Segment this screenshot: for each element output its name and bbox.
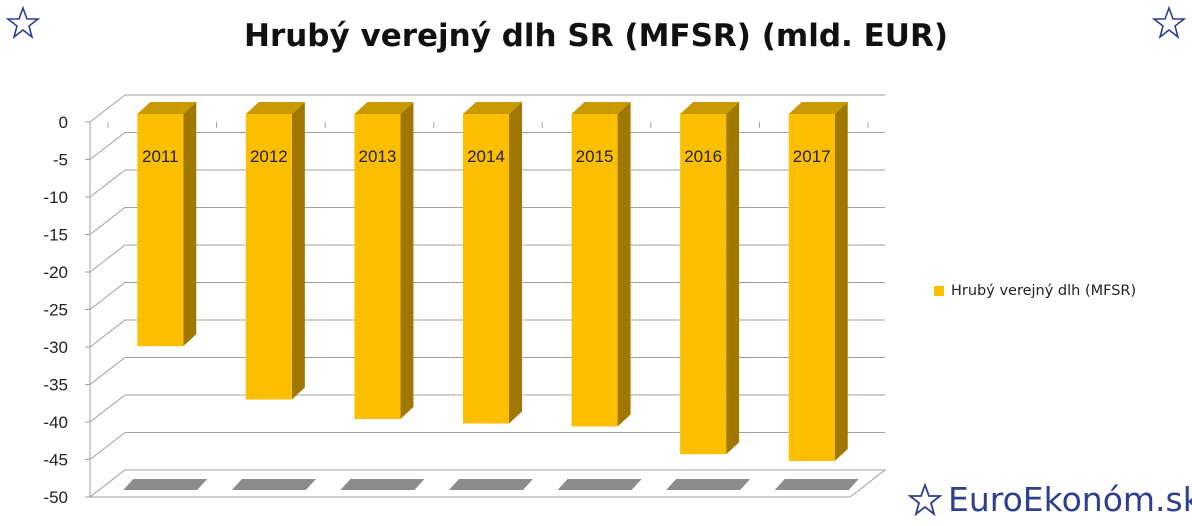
bar [354, 114, 401, 419]
gridline [89, 319, 885, 348]
y-tick-label: -20 [43, 263, 68, 282]
y-tick-label: -15 [43, 226, 68, 245]
bar-side [291, 102, 305, 400]
bar-top [354, 102, 414, 114]
x-tick-label: 2011 [142, 147, 179, 166]
legend-swatch [934, 286, 944, 296]
y-tick-label: -40 [43, 413, 68, 432]
y-tick-label: -35 [43, 376, 68, 395]
gridline [89, 94, 885, 123]
bar [245, 114, 292, 400]
x-tick-label: 2015 [576, 147, 614, 166]
bar-side [617, 102, 631, 427]
bar-top [680, 102, 740, 114]
x-tick-label: 2017 [793, 147, 831, 166]
bar [463, 114, 509, 424]
gridline [89, 132, 885, 160]
bar-floor-shadow [123, 479, 208, 490]
y-tick-label: -10 [43, 188, 68, 207]
bar-floor-shadow [774, 479, 859, 490]
bar-side [834, 102, 848, 461]
gridline [89, 432, 885, 460]
bar-floor-shadow [231, 479, 316, 490]
gridline [89, 169, 885, 198]
gridline [89, 282, 885, 310]
y-tick-label: 0 [59, 113, 68, 132]
legend-label: Hrubý verejný dlh (MFSR) [951, 283, 1137, 299]
bar-side [726, 102, 740, 455]
x-tick-label: 2012 [250, 147, 288, 166]
bar-top [788, 102, 848, 114]
bar [571, 114, 618, 427]
bar-floor-shadow [666, 479, 751, 490]
bar-side [509, 102, 522, 424]
bar-floor-shadow [340, 479, 425, 490]
gridline [89, 207, 885, 235]
bar-top [463, 102, 522, 114]
y-tick-label: -25 [43, 301, 68, 320]
bar [788, 114, 835, 461]
x-tick-label: 2016 [684, 147, 722, 166]
bar-floor-shadow [557, 479, 642, 490]
chart-title: Hrubý verejný dlh SR (MFSR) (mld. EUR) [244, 18, 948, 54]
star-outline-icon [6, 6, 40, 40]
y-tick-label: -30 [43, 338, 68, 357]
bar-top [571, 102, 631, 114]
legend: Hrubý verejný dlh (MFSR) [934, 283, 1136, 299]
x-tick-label: 2013 [359, 147, 397, 166]
star-outline-icon [908, 482, 942, 516]
star-outline-icon [1152, 6, 1186, 40]
gridline [89, 394, 885, 423]
bar-side [183, 102, 197, 347]
y-tick-label: -5 [53, 151, 68, 170]
gridline [89, 357, 885, 385]
y-tick-label: -45 [43, 451, 68, 470]
x-axis-ticks: 2011 2012 2013 2014 2015 2016 2017 [142, 147, 831, 166]
bar-top [245, 102, 305, 114]
brand-logo: EuroEkonóm.sk [908, 480, 1192, 519]
brand-text: EuroEkonóm.sk [948, 480, 1192, 519]
y-axis-ticks: 0 -5 -10 -15 -20 -25 -30 -35 -40 -45 -50 [43, 113, 68, 507]
bar-top [137, 102, 197, 114]
bar [137, 114, 184, 347]
bar [680, 114, 727, 455]
x-tick-label: 2014 [467, 147, 505, 166]
bar-side [400, 102, 414, 419]
gridline [89, 244, 885, 273]
bars [137, 102, 848, 461]
y-tick-label: -50 [43, 488, 68, 507]
bar-floor-shadow [449, 479, 533, 490]
chart-floor [88, 469, 887, 498]
